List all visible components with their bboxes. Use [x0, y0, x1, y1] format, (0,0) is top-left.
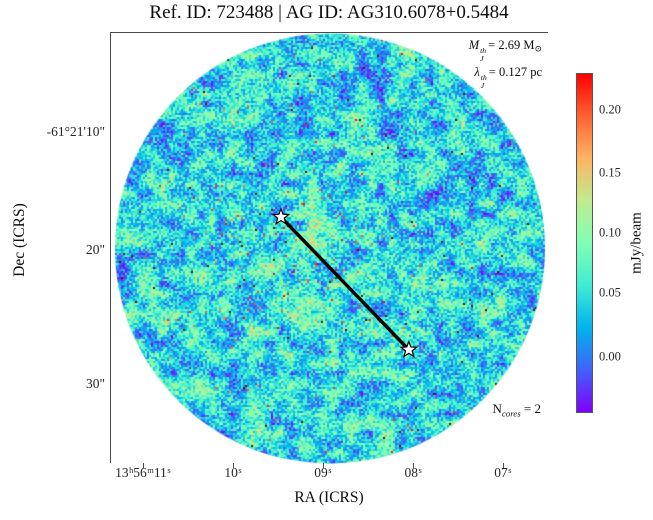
- jeans-length-symbol: λ: [474, 65, 480, 80]
- x-tick-mark: [233, 463, 235, 468]
- colorbar-tick-label: 0.05: [599, 285, 621, 300]
- jeans-mass-value: = 2.69 M: [488, 38, 535, 52]
- n-cores-annotation: Ncores = 2: [492, 401, 541, 419]
- colorbar-gradient: [576, 73, 593, 413]
- jeans-mass-supsub: th J: [480, 45, 487, 63]
- x-tick-mark: [142, 463, 144, 468]
- x-axis-label: RA (ICRS): [294, 489, 364, 506]
- x-tick-label: 13h56m11s: [115, 465, 171, 480]
- core-marker-star: [399, 339, 419, 358]
- y-tick-label: -61°21'10": [46, 123, 105, 139]
- colorbar-tick-label: 0.20: [599, 102, 621, 117]
- x-tick-label: 09s: [314, 465, 332, 480]
- x-tick-mark: [322, 463, 324, 468]
- noise-map-canvas: [111, 33, 549, 464]
- y-tick-label: 20": [85, 242, 105, 258]
- y-axis-label: Dec (ICRS): [11, 203, 28, 277]
- x-tick-label: 08s: [404, 465, 422, 480]
- x-tick-label: 10s: [224, 465, 242, 480]
- jeans-length-value: = 0.127 pc: [488, 65, 542, 80]
- x-tick-mark: [502, 463, 504, 468]
- figure-title: Ref. ID: 723488 | AG ID: AG310.6078+0.54…: [149, 2, 509, 23]
- y-tick-label: 30": [85, 375, 105, 391]
- colorbar-label: mJy/beam: [628, 212, 645, 274]
- core-separation-line: [279, 215, 411, 351]
- core-marker-star: [271, 207, 291, 226]
- x-tick-mark: [413, 463, 415, 468]
- jeans-length-annotation: λ th J = 0.127 pc: [469, 63, 542, 90]
- jeans-length-supsub: th J: [480, 73, 487, 91]
- x-tick-label: 07s: [494, 465, 512, 480]
- colorbar-tick-label: 0.10: [599, 225, 621, 240]
- colorbar-tick-label: 0.00: [599, 349, 621, 364]
- solar-mass-icon: ⊙: [534, 43, 542, 54]
- cores-overlay: [271, 207, 419, 358]
- jeans-mass-symbol: M: [468, 38, 480, 52]
- colorbar-tick-label: 0.15: [599, 165, 621, 180]
